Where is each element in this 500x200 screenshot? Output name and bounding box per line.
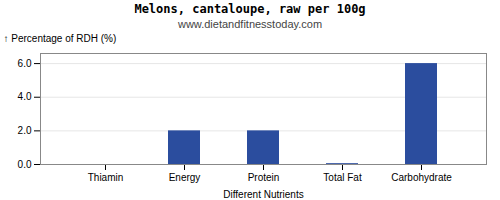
svg-text:Thiamin: Thiamin <box>88 172 124 183</box>
svg-text:4.0: 4.0 <box>18 91 32 102</box>
svg-text:0.0: 0.0 <box>18 159 32 170</box>
svg-text:↑ Percentage of RDH (%): ↑ Percentage of RDH (%) <box>4 33 117 44</box>
svg-text:Different Nutrients: Different Nutrients <box>223 189 303 200</box>
svg-text:6.0: 6.0 <box>18 58 32 69</box>
svg-text:Energy: Energy <box>169 172 201 183</box>
html-text:Melons, cantaloupe, raw per 10: Melons, cantaloupe, raw per 100g <box>134 2 366 16</box>
svg-text:Carbohydrate: Carbohydrate <box>391 172 452 183</box>
svg-text:Total Fat: Total Fat <box>323 172 362 183</box>
svg-text:Protein: Protein <box>248 172 280 183</box>
svg-text:2.0: 2.0 <box>18 125 32 136</box>
html-text:www.dietandfitnesstoday.com: www.dietandfitnesstoday.com <box>178 18 322 30</box>
